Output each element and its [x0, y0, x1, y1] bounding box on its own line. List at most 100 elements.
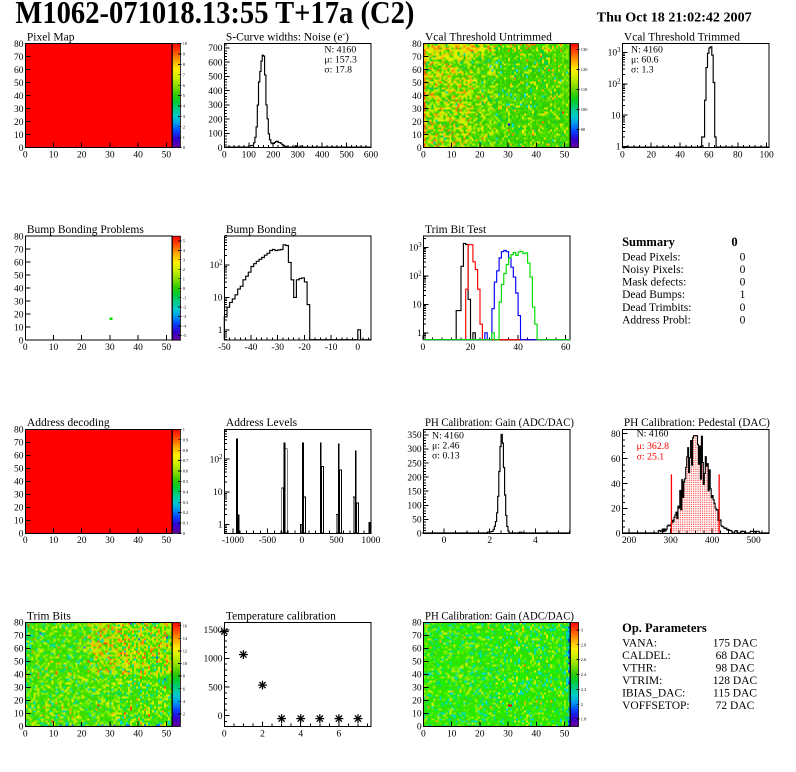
svg-text:80: 80 [14, 426, 24, 436]
svg-text:Summary: Summary [622, 235, 676, 249]
svg-text:0: 0 [23, 729, 28, 739]
svg-text:3: 3 [581, 628, 584, 633]
svg-text:200: 200 [622, 536, 637, 546]
svg-text:500: 500 [208, 683, 223, 693]
svg-text:40: 40 [14, 284, 24, 294]
svg-text:VOFFSETOP:: VOFFSETOP: [622, 700, 690, 712]
svg-text:70: 70 [412, 53, 422, 63]
svg-text:40: 40 [611, 480, 621, 490]
svg-text:20: 20 [475, 729, 485, 739]
svg-text:10: 10 [447, 729, 457, 739]
svg-text:10: 10 [412, 710, 422, 720]
svg-text:0.3: 0.3 [183, 500, 189, 505]
svg-text:σ: 17.8: σ: 17.8 [324, 64, 352, 75]
svg-text:0: 0 [740, 314, 746, 326]
svg-text:N: 4160: N: 4160 [432, 430, 464, 441]
svg-text:102: 102 [210, 454, 224, 466]
svg-text:40: 40 [14, 671, 24, 681]
svg-text:0: 0 [183, 286, 186, 291]
svg-text:80: 80 [14, 619, 24, 629]
svg-text:0: 0 [218, 712, 223, 722]
svg-text:Address Levels: Address Levels [226, 417, 298, 429]
svg-text:200: 200 [407, 473, 422, 483]
svg-text:1000: 1000 [204, 655, 223, 665]
svg-text:N: 4160: N: 4160 [324, 44, 356, 55]
svg-text:0: 0 [421, 729, 426, 739]
svg-text:50: 50 [14, 79, 24, 89]
svg-text:Temperature calibration: Temperature calibration [226, 610, 336, 622]
svg-text:80: 80 [611, 430, 621, 440]
svg-text:150: 150 [407, 487, 422, 497]
svg-text:10: 10 [49, 729, 59, 739]
svg-text:350: 350 [407, 431, 422, 441]
svg-text:3: 3 [183, 257, 186, 262]
svg-text:30: 30 [14, 105, 24, 115]
svg-text:1500: 1500 [204, 626, 223, 636]
svg-text:30: 30 [412, 684, 422, 694]
svg-text:PH Calibration: Gain (ADC/DAC): PH Calibration: Gain (ADC/DAC) [425, 417, 574, 429]
svg-text:50: 50 [14, 465, 24, 475]
svg-text:6: 6 [183, 686, 186, 691]
svg-text:200: 200 [208, 115, 223, 125]
svg-text:50: 50 [412, 516, 422, 526]
svg-text:μ: 157.3: μ: 157.3 [324, 55, 357, 66]
svg-text:50: 50 [162, 343, 172, 353]
svg-text:0: 0 [183, 531, 186, 536]
svg-text:30: 30 [503, 150, 513, 160]
svg-text:0.2: 0.2 [183, 510, 189, 515]
svg-text:Dead Trimbits:: Dead Trimbits: [622, 302, 691, 314]
svg-text:102: 102 [409, 270, 423, 282]
svg-text:VTRIM:: VTRIM: [622, 675, 662, 687]
svg-text:400: 400 [208, 87, 223, 97]
svg-text:2: 2 [183, 267, 185, 272]
svg-text:1: 1 [183, 427, 185, 432]
svg-text:30: 30 [14, 297, 24, 307]
svg-text:60: 60 [704, 150, 714, 160]
svg-text:0.9: 0.9 [183, 437, 189, 442]
svg-text:VTHR:: VTHR: [622, 663, 657, 675]
svg-text:50: 50 [560, 150, 570, 160]
svg-text:0: 0 [740, 264, 746, 276]
svg-text:0: 0 [417, 723, 422, 733]
svg-text:Bump Bonding: Bump Bonding [226, 224, 297, 236]
svg-text:0: 0 [218, 144, 223, 154]
svg-text:60: 60 [14, 66, 24, 76]
svg-text:Thu Oct 18 21:02:42 2007: Thu Oct 18 21:02:42 2007 [597, 11, 752, 26]
svg-text:20: 20 [466, 343, 476, 353]
svg-text:2: 2 [183, 124, 185, 129]
svg-text:IBIAS_DAC:: IBIAS_DAC: [622, 688, 685, 700]
svg-text:0: 0 [421, 343, 426, 353]
svg-text:0: 0 [442, 536, 447, 546]
svg-text:30: 30 [105, 343, 115, 353]
svg-text:600: 600 [208, 58, 223, 68]
svg-text:0: 0 [183, 145, 186, 150]
svg-text:0: 0 [23, 536, 28, 546]
svg-text:300: 300 [290, 150, 305, 160]
svg-text:20: 20 [77, 536, 87, 546]
svg-text:40: 40 [14, 478, 24, 488]
svg-text:10: 10 [14, 323, 24, 333]
svg-text:0: 0 [19, 530, 24, 540]
svg-text:4: 4 [183, 699, 186, 704]
svg-text:0.6: 0.6 [183, 469, 189, 474]
svg-text:1: 1 [183, 276, 185, 281]
svg-text:100: 100 [242, 150, 257, 160]
svg-text:300: 300 [663, 536, 678, 546]
svg-text:50: 50 [162, 150, 172, 160]
svg-text:0: 0 [740, 251, 746, 263]
svg-text:20: 20 [77, 729, 87, 739]
svg-text:10: 10 [49, 343, 59, 353]
svg-text:0: 0 [616, 530, 621, 540]
svg-text:50: 50 [560, 729, 570, 739]
svg-text:PH Calibration: Gain (ADC/DAC): PH Calibration: Gain (ADC/DAC) [425, 610, 574, 622]
svg-text:700: 700 [208, 44, 223, 54]
svg-text:50: 50 [14, 271, 24, 281]
svg-text:-4: -4 [183, 324, 187, 329]
svg-text:200: 200 [266, 150, 281, 160]
svg-text:30: 30 [105, 536, 115, 546]
svg-text:-1: -1 [183, 295, 187, 300]
svg-text:50: 50 [412, 79, 422, 89]
svg-text:9: 9 [183, 52, 186, 57]
svg-text:1: 1 [417, 329, 422, 339]
svg-text:60: 60 [14, 645, 24, 655]
